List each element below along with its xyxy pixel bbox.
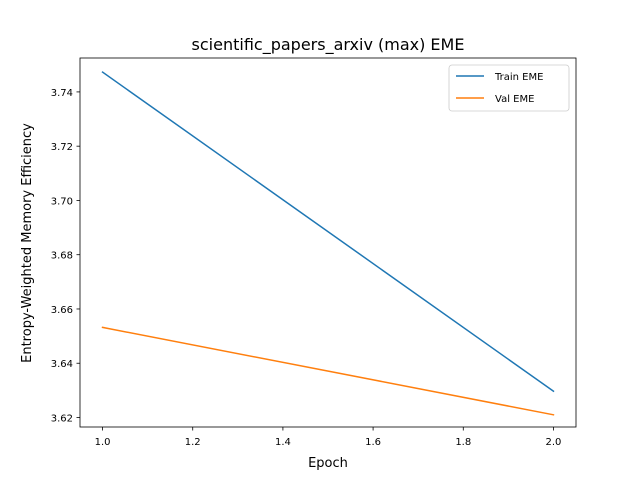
y-tick-label: 3.62 xyxy=(51,414,73,425)
series-line-1 xyxy=(101,71,555,393)
x-tick-label: 1.6 xyxy=(365,437,381,448)
series-line-2 xyxy=(101,326,555,416)
chart-title: scientific_papers_arxiv (max) EME xyxy=(192,35,465,55)
legend: Train EME Val EME xyxy=(448,64,570,112)
axes-layer: 1.0 1.2 1.4 1.6 1.8 2.0 3.62 3.64 3.66 3.68 3.70 3.… xyxy=(51,57,577,448)
plot-frame xyxy=(79,57,577,428)
y-axis-label: Entropy-Weighted Memory Efficiency xyxy=(20,123,35,363)
y-tick-label: 3.72 xyxy=(51,142,73,153)
x-tick-label: 1.0 xyxy=(95,437,111,448)
y-tick-label: 3.74 xyxy=(51,88,73,99)
y-tick-label: 3.68 xyxy=(51,251,73,262)
x-axis-label: Epoch xyxy=(308,456,348,471)
y-tick-label: 3.66 xyxy=(51,305,73,316)
x-tick-label: 2.0 xyxy=(546,437,562,448)
series-layer xyxy=(101,71,555,416)
legend-label-2: Val EME xyxy=(495,94,534,105)
x-tick-label: 1.2 xyxy=(185,437,201,448)
x-tick-label: 1.8 xyxy=(455,437,471,448)
x-tick-label: 1.4 xyxy=(275,437,291,448)
legend-label-1: Train EME xyxy=(494,72,543,83)
y-tick-label: 3.64 xyxy=(51,359,73,370)
y-tick-label: 3.70 xyxy=(51,196,73,207)
